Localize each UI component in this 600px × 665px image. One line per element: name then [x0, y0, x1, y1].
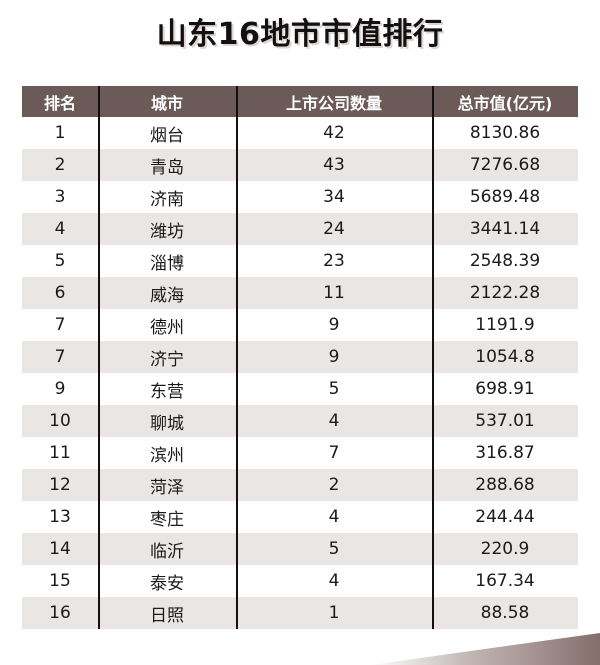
table-row: 11 滨州 7 316.87 — [22, 437, 578, 469]
cell-count: 24 — [236, 213, 432, 245]
cell-city: 烟台 — [98, 117, 236, 149]
cell-count: 1 — [236, 597, 432, 629]
cell-rank: 12 — [22, 469, 98, 501]
table-row: 2 青岛 43 7276.68 — [22, 149, 578, 181]
cell-rank: 7 — [22, 341, 98, 373]
cell-city: 菏泽 — [98, 469, 236, 501]
cell-value: 5689.48 — [432, 181, 578, 213]
cell-value: 8130.86 — [432, 117, 578, 149]
cell-count: 9 — [236, 341, 432, 373]
table-body: 1 烟台 42 8130.86 2 青岛 43 7276.68 3 济南 34 5689.48 4 潍坊 2… — [22, 117, 578, 629]
cell-city: 聊城 — [98, 405, 236, 437]
corner-swoosh-decoration — [370, 633, 600, 665]
column-header-city: 城市 — [98, 86, 236, 117]
cell-rank: 5 — [22, 245, 98, 277]
cell-value: 220.9 — [432, 533, 578, 565]
cell-city: 枣庄 — [98, 501, 236, 533]
cell-value: 3441.14 — [432, 213, 578, 245]
cell-city: 德州 — [98, 309, 236, 341]
table-row: 6 威海 11 2122.28 — [22, 277, 578, 309]
cell-count: 5 — [236, 373, 432, 405]
cell-city: 威海 — [98, 277, 236, 309]
cell-count: 5 — [236, 533, 432, 565]
cell-rank: 6 — [22, 277, 98, 309]
cell-rank: 14 — [22, 533, 98, 565]
cell-value: 316.87 — [432, 437, 578, 469]
cell-city: 泰安 — [98, 565, 236, 597]
cell-value: 1191.9 — [432, 309, 578, 341]
table-row: 3 济南 34 5689.48 — [22, 181, 578, 213]
cell-value: 244.44 — [432, 501, 578, 533]
page-title: 山东16地市市值排行 — [156, 17, 444, 52]
cell-value: 1054.8 — [432, 341, 578, 373]
cell-count: 34 — [236, 181, 432, 213]
cell-rank: 4 — [22, 213, 98, 245]
cell-city: 滨州 — [98, 437, 236, 469]
table-header: 排名 城市 上市公司数量 总市值(亿元) — [22, 86, 578, 117]
cell-count: 23 — [236, 245, 432, 277]
table-row: 4 潍坊 24 3441.14 — [22, 213, 578, 245]
table-row: 1 烟台 42 8130.86 — [22, 117, 578, 149]
table-row: 13 枣庄 4 244.44 — [22, 501, 578, 533]
cell-value: 167.34 — [432, 565, 578, 597]
cell-count: 4 — [236, 565, 432, 597]
cell-value: 698.91 — [432, 373, 578, 405]
cell-rank: 13 — [22, 501, 98, 533]
cell-count: 11 — [236, 277, 432, 309]
cell-rank: 3 — [22, 181, 98, 213]
column-header-value: 总市值(亿元) — [432, 86, 578, 117]
cell-rank: 15 — [22, 565, 98, 597]
market-value-ranking-table: 排名 城市 上市公司数量 总市值(亿元) 1 烟台 42 8130.86 2 青岛 43 72… — [22, 86, 578, 629]
cell-value: 7276.68 — [432, 149, 578, 181]
table-row: 16 日照 1 88.58 — [22, 597, 578, 629]
table-row: 10 聊城 4 537.01 — [22, 405, 578, 437]
column-header-count: 上市公司数量 — [236, 86, 432, 117]
cell-count: 4 — [236, 405, 432, 437]
cell-rank: 11 — [22, 437, 98, 469]
cell-value: 2548.39 — [432, 245, 578, 277]
cell-value: 537.01 — [432, 405, 578, 437]
cell-city: 潍坊 — [98, 213, 236, 245]
cell-rank: 2 — [22, 149, 98, 181]
cell-count: 7 — [236, 437, 432, 469]
cell-rank: 10 — [22, 405, 98, 437]
cell-value: 2122.28 — [432, 277, 578, 309]
table-header-row: 排名 城市 上市公司数量 总市值(亿元) — [22, 86, 578, 117]
table-row: 9 东营 5 698.91 — [22, 373, 578, 405]
cell-rank: 9 — [22, 373, 98, 405]
cell-count: 43 — [236, 149, 432, 181]
cell-value: 88.58 — [432, 597, 578, 629]
cell-city: 青岛 — [98, 149, 236, 181]
table-row: 14 临沂 5 220.9 — [22, 533, 578, 565]
cell-city: 日照 — [98, 597, 236, 629]
table-row: 7 德州 9 1191.9 — [22, 309, 578, 341]
cell-value: 288.68 — [432, 469, 578, 501]
cell-count: 9 — [236, 309, 432, 341]
cell-rank: 7 — [22, 309, 98, 341]
cell-count: 4 — [236, 501, 432, 533]
cell-count: 2 — [236, 469, 432, 501]
cell-city: 淄博 — [98, 245, 236, 277]
cell-city: 东营 — [98, 373, 236, 405]
cell-city: 济宁 — [98, 341, 236, 373]
column-header-rank: 排名 — [22, 86, 98, 117]
cell-count: 42 — [236, 117, 432, 149]
cell-city: 济南 — [98, 181, 236, 213]
table-row: 7 济宁 9 1054.8 — [22, 341, 578, 373]
table-row: 5 淄博 23 2548.39 — [22, 245, 578, 277]
cell-city: 临沂 — [98, 533, 236, 565]
cell-rank: 1 — [22, 117, 98, 149]
table-row: 15 泰安 4 167.34 — [22, 565, 578, 597]
table-row: 12 菏泽 2 288.68 — [22, 469, 578, 501]
cell-rank: 16 — [22, 597, 98, 629]
